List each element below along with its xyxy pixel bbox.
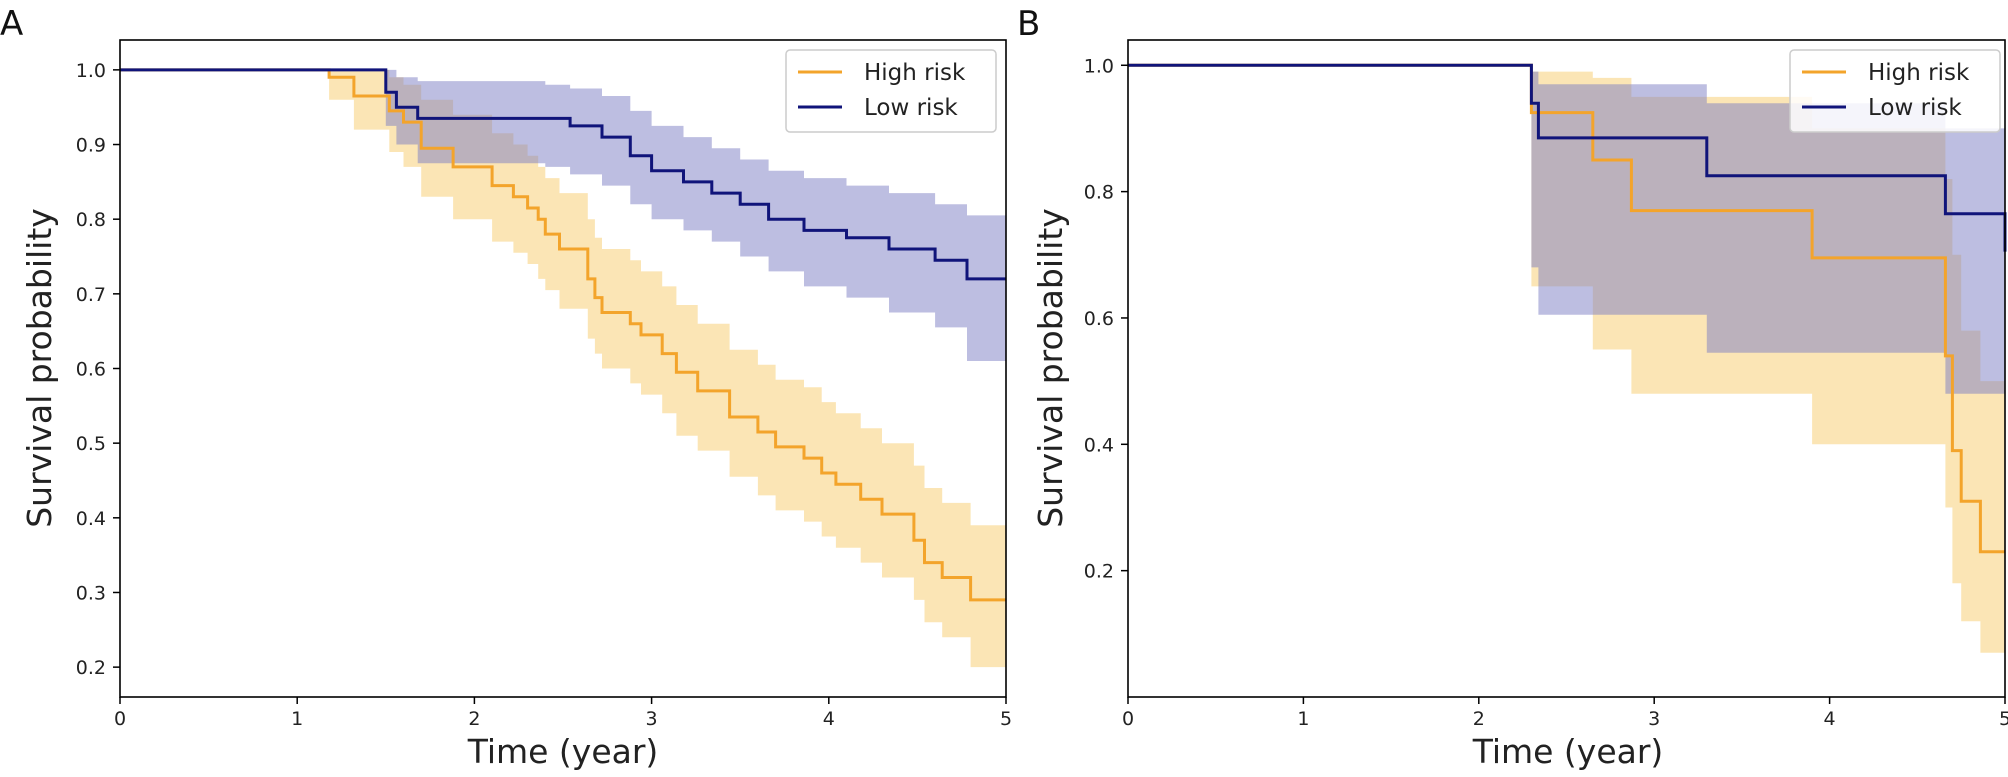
panel-b-y-tick-label: 0.6 bbox=[1084, 308, 1114, 330]
panel-a-y-tick-label: 1.0 bbox=[76, 60, 106, 82]
panel-b-ci-band-low-risk bbox=[1128, 65, 2005, 413]
panel-a-x-tick-label: 0 bbox=[114, 708, 126, 730]
panel-a-ci-band-low-risk bbox=[120, 69, 1006, 362]
panel-a-x-tick-label: 5 bbox=[1000, 708, 1012, 730]
panel-b-legend-low-risk: Low risk bbox=[1868, 95, 1962, 121]
panel-b-y-tick-label: 0.4 bbox=[1084, 434, 1114, 456]
panel-b-x-tick-label: 4 bbox=[1824, 708, 1836, 730]
panel-a-legend: High risk Low risk bbox=[785, 49, 997, 133]
panel-b-x-tick-label: 0 bbox=[1122, 708, 1134, 730]
panel-a-x-tick-label: 2 bbox=[468, 708, 480, 730]
panel-a-x-tick-label: 3 bbox=[646, 708, 658, 730]
panel-b-ticks: 0 1 2 3 4 5 0.2 0.4 0.6 0.8 1.0 bbox=[1084, 55, 2008, 730]
panel-a-ci-bands bbox=[120, 69, 1006, 668]
panel-a-label: A bbox=[0, 4, 23, 44]
panel-b-y-axis-label: Survival probability bbox=[1031, 208, 1070, 528]
panel-a-x-tick-label: 1 bbox=[291, 708, 303, 730]
panel-b-x-axis-label: Time (year) bbox=[1472, 732, 1664, 771]
panel-a-y-tick-label: 0.3 bbox=[76, 582, 106, 604]
panel-a-y-tick-label: 0.7 bbox=[76, 284, 106, 306]
panel-a-y-axis-label: Survival probability bbox=[20, 208, 59, 528]
panel-a-y-tick-label: 0.5 bbox=[76, 433, 106, 455]
panel-b-legend: High risk Low risk bbox=[1789, 49, 2001, 133]
panel-a-y-tick-label: 0.6 bbox=[76, 359, 106, 381]
panel-a-y-tick-label: 0.2 bbox=[76, 657, 106, 679]
panel-b-x-tick-label: 2 bbox=[1473, 708, 1485, 730]
panel-a-curve-high-risk bbox=[120, 68, 1006, 602]
panel-a-y-tick-label: 0.4 bbox=[76, 508, 106, 530]
panel-a-legend-low-risk: Low risk bbox=[864, 95, 958, 121]
panel-a-x-axis-label: Time (year) bbox=[467, 732, 659, 771]
panel-b-curves bbox=[1128, 63, 2007, 554]
panel-a-ticks: 0 1 2 3 4 5 0.2 0.3 0.4 0.5 0.6 0.7 0.8 0.9 1.0 bbox=[76, 60, 1012, 730]
panel-b-y-tick-label: 1.0 bbox=[1084, 55, 1114, 77]
panel-a-y-tick-label: 0.8 bbox=[76, 209, 106, 231]
panel-b-y-tick-label: 0.2 bbox=[1084, 561, 1114, 583]
panel-b-label: B bbox=[1017, 4, 1040, 44]
panel-b-legend-high-risk: High risk bbox=[1868, 60, 1970, 86]
panel-b-x-tick-label: 3 bbox=[1648, 708, 1660, 730]
panel-a-legend-high-risk: High risk bbox=[864, 60, 966, 86]
panel-b-x-tick-label: 1 bbox=[1297, 708, 1309, 730]
panel-a-y-tick-label: 0.9 bbox=[76, 135, 106, 157]
panel-b-x-tick-label: 5 bbox=[1999, 708, 2008, 730]
panel-b-plot-frame bbox=[1127, 39, 2006, 698]
panel-b-ci-bands bbox=[1128, 65, 2005, 653]
panel-a-x-tick-label: 4 bbox=[823, 708, 835, 730]
panel-a: A 0 1 2 3 4 5 0.2 0.3 0.4 0.5 0.6 0.7 0.8 0.9 1.0 Time… bbox=[0, 4, 1012, 771]
panel-a-curves bbox=[120, 68, 1006, 602]
panel-b-curve-low-risk bbox=[1128, 63, 2007, 252]
panel-a-curve-low-risk bbox=[120, 68, 1006, 281]
panel-b: B 0 1 2 3 4 5 0.2 0.4 0.6 0.8 1.0 Time (year) Surv… bbox=[1017, 4, 2008, 771]
panel-b-y-tick-label: 0.8 bbox=[1084, 182, 1114, 204]
panel-b-curve-high-risk bbox=[1128, 63, 2005, 554]
